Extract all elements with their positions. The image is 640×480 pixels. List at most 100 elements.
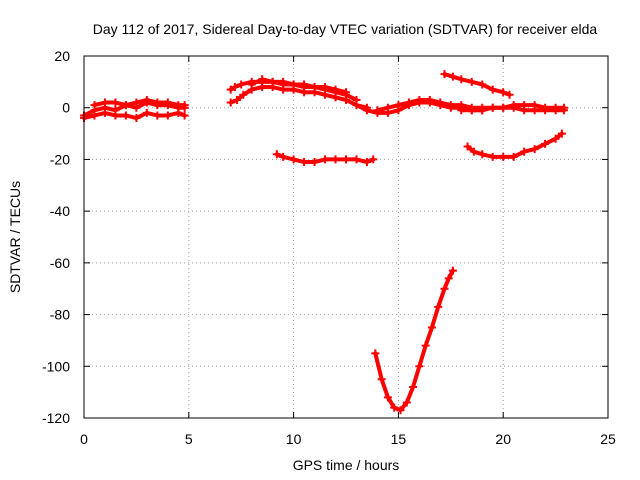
y-tick-label: -20 bbox=[50, 151, 70, 167]
data-point bbox=[272, 150, 281, 159]
data-point bbox=[396, 406, 405, 415]
data-point bbox=[415, 362, 424, 371]
data-point bbox=[467, 77, 476, 86]
data-point bbox=[153, 98, 162, 107]
y-tick-label: -60 bbox=[50, 255, 70, 271]
data-point bbox=[111, 111, 120, 120]
data-point bbox=[279, 85, 288, 94]
data-point bbox=[331, 93, 340, 102]
data-point bbox=[520, 106, 529, 115]
y-tick-label: 0 bbox=[62, 100, 70, 116]
data-point bbox=[289, 80, 298, 89]
y-tick-label: 20 bbox=[54, 48, 70, 64]
data-point bbox=[440, 70, 449, 79]
data-point bbox=[499, 103, 508, 112]
data-point bbox=[488, 152, 497, 161]
data-point bbox=[142, 95, 151, 104]
data-point bbox=[90, 101, 99, 110]
x-tick-label: 20 bbox=[495, 431, 511, 447]
y-tick-label: -80 bbox=[50, 307, 70, 323]
data-point bbox=[509, 103, 518, 112]
data-point bbox=[321, 83, 330, 92]
data-point bbox=[467, 106, 476, 115]
data-point bbox=[509, 152, 518, 161]
y-tick-label: -120 bbox=[42, 410, 70, 426]
series-trace bbox=[92, 97, 187, 108]
data-point bbox=[121, 111, 130, 120]
data-point bbox=[279, 77, 288, 86]
data-point bbox=[457, 75, 466, 84]
data-point bbox=[362, 106, 371, 115]
data-point bbox=[478, 106, 487, 115]
data-point bbox=[425, 95, 434, 104]
data-point bbox=[132, 114, 141, 123]
data-point bbox=[434, 302, 443, 311]
series-arc-11 bbox=[272, 150, 378, 167]
data-point bbox=[371, 349, 380, 358]
data-point bbox=[331, 85, 340, 94]
series-trace bbox=[373, 268, 455, 413]
data-point bbox=[469, 147, 478, 156]
data-point bbox=[226, 85, 235, 94]
data-point bbox=[342, 95, 350, 104]
data-point bbox=[448, 72, 457, 81]
series-trace bbox=[249, 77, 348, 95]
data-point bbox=[478, 80, 487, 89]
y-tick-label: -40 bbox=[50, 203, 70, 219]
chart-title: Day 112 of 2017, Sidereal Day-to-day VTE… bbox=[93, 21, 598, 37]
data-point bbox=[310, 83, 319, 92]
data-point bbox=[153, 111, 162, 120]
data-point bbox=[499, 88, 508, 97]
data-point bbox=[446, 101, 455, 110]
data-point bbox=[142, 108, 151, 117]
data-point bbox=[90, 111, 99, 120]
data-point bbox=[163, 111, 172, 120]
data-point bbox=[530, 106, 539, 115]
tick-labels: 0 5 10 15 20 25 -120 -100 -80 -60 -40 -20 0 20 bbox=[42, 48, 616, 447]
series-arc-6 bbox=[247, 75, 350, 97]
data-point bbox=[180, 111, 189, 120]
x-tick-label: 15 bbox=[391, 431, 407, 447]
x-tick-label: 10 bbox=[286, 431, 302, 447]
data-point bbox=[321, 90, 330, 99]
data-points bbox=[80, 70, 568, 415]
data-point bbox=[488, 85, 497, 94]
data-point bbox=[559, 106, 568, 115]
data-point bbox=[520, 147, 529, 156]
data-point bbox=[373, 106, 382, 115]
data-point bbox=[352, 155, 361, 164]
data-point bbox=[402, 398, 411, 407]
series-arc-9 bbox=[457, 103, 568, 115]
data-point bbox=[111, 98, 120, 107]
data-point bbox=[163, 98, 172, 107]
data-point bbox=[404, 98, 413, 107]
data-point bbox=[342, 88, 350, 97]
data-point bbox=[436, 98, 445, 107]
data-point bbox=[321, 155, 330, 164]
data-point bbox=[557, 129, 566, 138]
data-point bbox=[551, 106, 560, 115]
series-arc-10 bbox=[440, 70, 514, 99]
data-point bbox=[530, 145, 539, 154]
series-arc-13 bbox=[371, 266, 457, 415]
data-point bbox=[258, 75, 267, 84]
data-point bbox=[100, 108, 109, 117]
data-point bbox=[505, 90, 514, 99]
data-point bbox=[457, 106, 466, 115]
data-point bbox=[499, 152, 508, 161]
data-point bbox=[427, 323, 436, 332]
series-arc-3 bbox=[90, 95, 189, 110]
data-point bbox=[551, 134, 560, 143]
data-point bbox=[310, 158, 319, 167]
data-point bbox=[300, 158, 309, 167]
plot-frame bbox=[83, 55, 609, 419]
data-point bbox=[362, 158, 371, 167]
data-point bbox=[394, 101, 403, 110]
data-point bbox=[377, 375, 386, 384]
data-point bbox=[478, 150, 487, 159]
data-point bbox=[230, 83, 239, 92]
data-point bbox=[342, 155, 350, 164]
x-tick-label: 5 bbox=[185, 431, 193, 447]
series-arc-12 bbox=[463, 129, 566, 161]
